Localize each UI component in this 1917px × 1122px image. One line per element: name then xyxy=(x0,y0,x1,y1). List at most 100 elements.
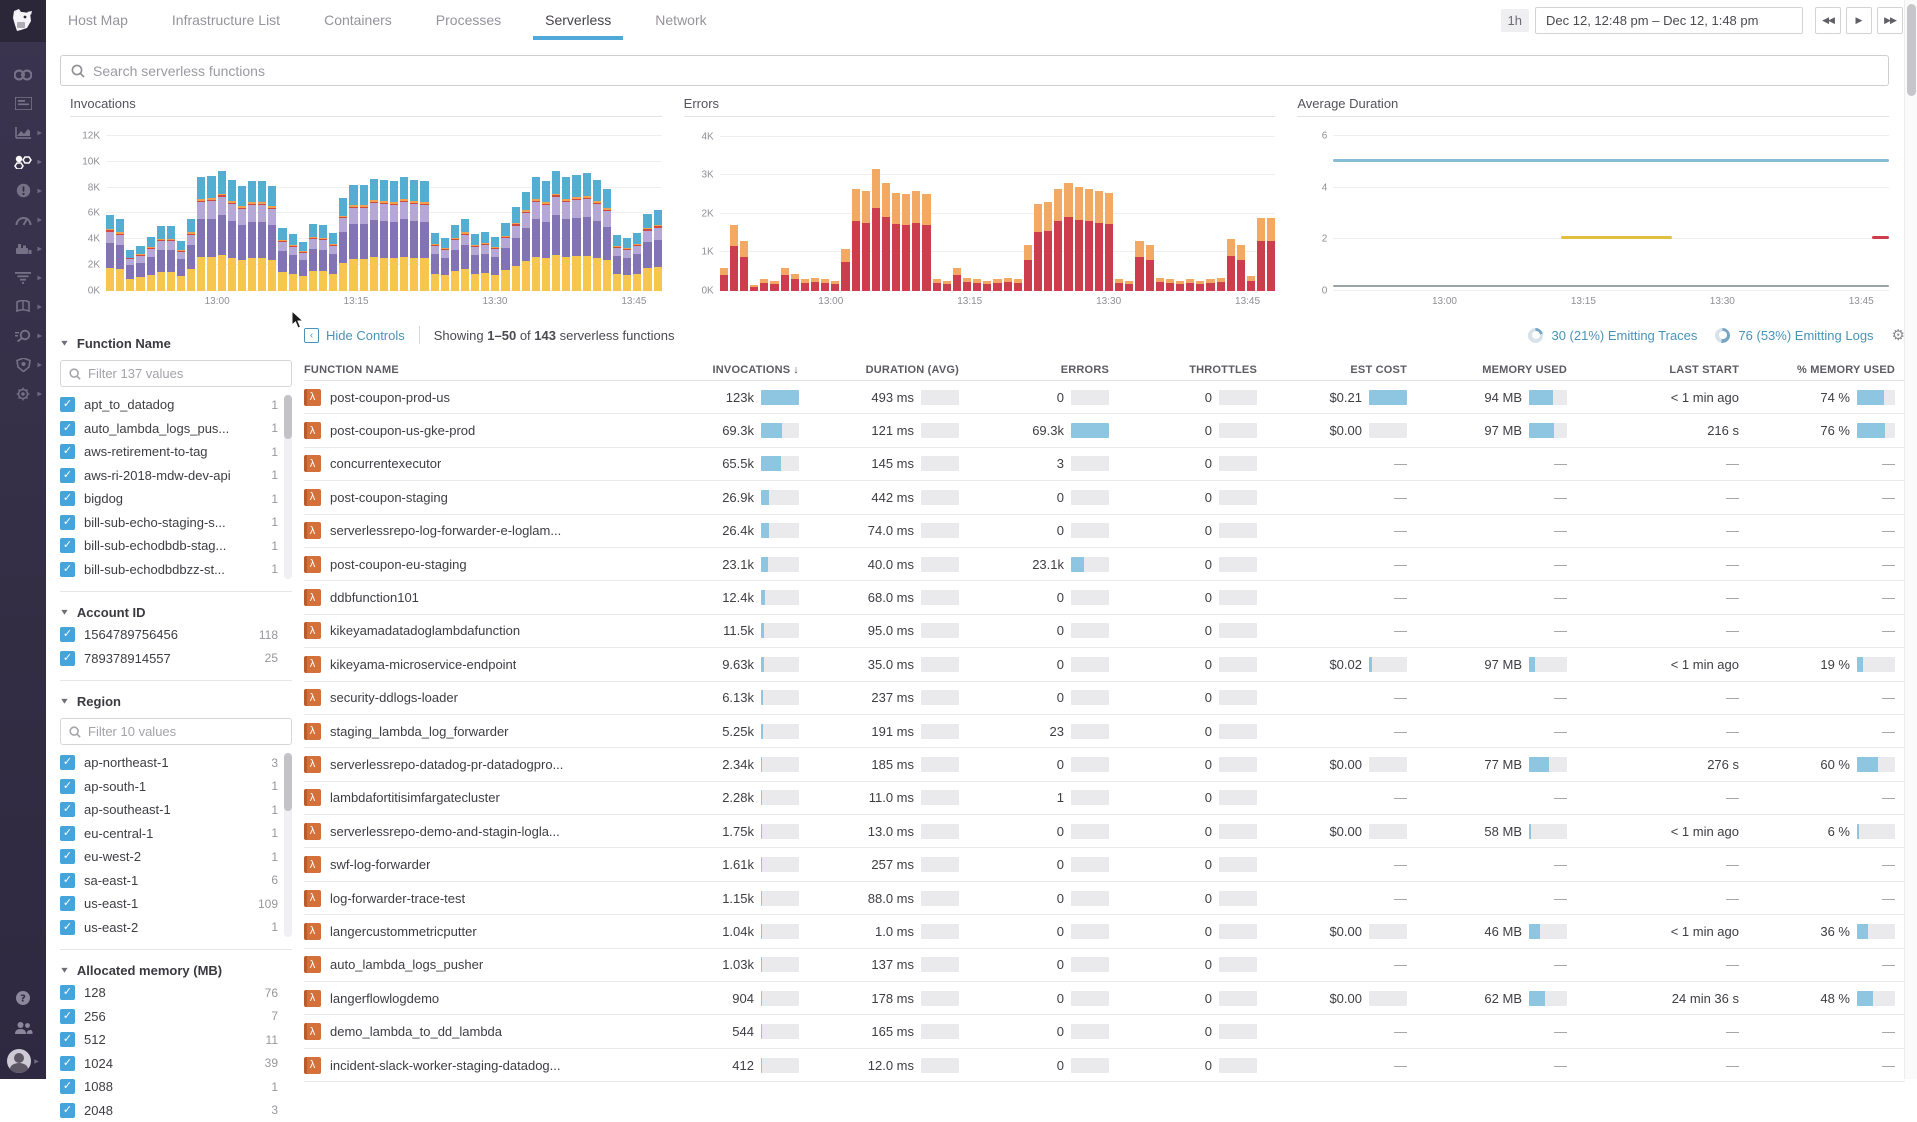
facet-filter[interactable] xyxy=(60,718,292,745)
function-name[interactable]: post-coupon-eu-staging xyxy=(330,557,467,572)
function-name[interactable]: auto_lambda_logs_pusher xyxy=(330,957,483,972)
facet-item-bill-sub-echodbdb-stag-[interactable]: ✓bill-sub-echodbdb-stag...1 xyxy=(60,534,292,558)
datadog-logo[interactable] xyxy=(0,0,46,42)
column-header-last-start[interactable]: LAST START xyxy=(1569,364,1741,376)
time-range-selector[interactable]: Dec 12, 12:48 pm – Dec 12, 1:48 pm xyxy=(1535,7,1803,34)
tab-network[interactable]: Network xyxy=(655,0,706,40)
checkbox-checked[interactable]: ✓ xyxy=(60,896,75,911)
column-header-memory-used[interactable]: MEMORY USED xyxy=(1409,364,1569,376)
column-header--memory-used[interactable]: % MEMORY USED xyxy=(1741,364,1897,376)
checkbox-checked[interactable]: ✓ xyxy=(60,1032,75,1047)
checkbox-checked[interactable]: ✓ xyxy=(60,1009,75,1024)
search-input[interactable] xyxy=(93,63,1878,79)
checkbox-checked[interactable]: ✓ xyxy=(60,920,75,935)
function-name[interactable]: langerflowlogdemo xyxy=(330,991,439,1006)
metrics-icon[interactable]: ▶ xyxy=(0,118,46,147)
checkbox-checked[interactable]: ✓ xyxy=(60,421,75,436)
facet-title[interactable]: ▼Region xyxy=(60,690,292,712)
integrations-icon[interactable]: ▶ xyxy=(0,234,46,263)
facet-filter-input[interactable] xyxy=(88,724,283,739)
time-play-button[interactable]: ▶ xyxy=(1846,7,1872,34)
settings-icon[interactable]: ▶ xyxy=(0,379,46,408)
function-name[interactable]: incident-slack-worker-staging-datadog... xyxy=(330,1058,561,1073)
function-name[interactable]: security-ddlogs-loader xyxy=(330,690,458,705)
monitors-icon[interactable]: ▶ xyxy=(0,176,46,205)
checkbox-checked[interactable]: ✓ xyxy=(60,1103,75,1118)
security-icon[interactable]: ▶ xyxy=(0,350,46,379)
function-name[interactable]: post-coupon-us-gke-prod xyxy=(330,423,475,438)
checkbox-checked[interactable]: ✓ xyxy=(60,468,75,483)
hide-controls-button[interactable]: ‹ Hide Controls xyxy=(304,328,405,343)
facet-title[interactable]: ▼Allocated memory (MB) xyxy=(60,959,292,981)
time-back-button[interactable]: ◀◀ xyxy=(1815,7,1841,34)
checkbox-checked[interactable]: ✓ xyxy=(60,515,75,530)
facet-title[interactable]: ▼Function Name xyxy=(60,332,292,354)
user-avatar[interactable] xyxy=(7,1049,31,1073)
function-name[interactable]: staging_lambda_log_forwarder xyxy=(330,724,509,739)
checkbox-checked[interactable]: ✓ xyxy=(60,985,75,1000)
function-name[interactable]: demo_lambda_to_dd_lambda xyxy=(330,1024,502,1039)
checkbox-checked[interactable]: ✓ xyxy=(60,826,75,841)
function-name[interactable]: serverlessrepo-demo-and-stagin-logla... xyxy=(330,824,560,839)
function-name[interactable]: kikeyama-microservice-endpoint xyxy=(330,657,516,672)
facet-item-bill-sub-echo-staging-s-[interactable]: ✓bill-sub-echo-staging-s...1 xyxy=(60,511,292,535)
function-name[interactable]: concurrentexecutor xyxy=(330,456,441,471)
checkbox-checked[interactable]: ✓ xyxy=(60,755,75,770)
function-name[interactable]: post-coupon-staging xyxy=(330,490,448,505)
column-header-invocations[interactable]: INVOCATIONS↓ xyxy=(651,364,801,376)
facet-item-auto-lambda-logs-pus-[interactable]: ✓auto_lambda_logs_pus...1 xyxy=(60,417,292,441)
help-icon[interactable]: ? xyxy=(15,990,31,1011)
synthetics-icon[interactable]: ▶ xyxy=(0,321,46,350)
function-name[interactable]: kikeyamadatadoglambdafunction xyxy=(330,623,520,638)
function-name[interactable]: log-forwarder-trace-test xyxy=(330,891,465,906)
serverless-search[interactable] xyxy=(60,55,1889,86)
checkbox-checked[interactable]: ✓ xyxy=(60,651,75,666)
checkbox-checked[interactable]: ✓ xyxy=(60,538,75,553)
tab-processes[interactable]: Processes xyxy=(436,0,501,40)
infrastructure-icon[interactable]: ▶ xyxy=(0,147,46,176)
facet-scrollbar[interactable] xyxy=(284,395,292,579)
column-header-duration-avg-[interactable]: DURATION (AVG) xyxy=(801,364,961,376)
tab-serverless[interactable]: Serverless xyxy=(545,0,611,40)
function-name[interactable]: lambdafortitisimfargatecluster xyxy=(330,790,500,805)
facet-scrollbar-thumb[interactable] xyxy=(284,395,292,439)
checkbox-checked[interactable]: ✓ xyxy=(60,779,75,794)
page-scrollbar-thumb[interactable] xyxy=(1907,4,1916,96)
logs-icon[interactable]: ▶ xyxy=(0,263,46,292)
checkbox-checked[interactable]: ✓ xyxy=(60,1056,75,1071)
function-name[interactable]: langercustommetricputter xyxy=(330,924,477,939)
checkbox-checked[interactable]: ✓ xyxy=(60,849,75,864)
tab-host-map[interactable]: Host Map xyxy=(68,0,128,40)
tab-containers[interactable]: Containers xyxy=(324,0,392,40)
column-header-throttles[interactable]: THROTTLES xyxy=(1111,364,1259,376)
facet-title[interactable]: ▼Account ID xyxy=(60,601,292,623)
tab-infrastructure-list[interactable]: Infrastructure List xyxy=(172,0,280,40)
table-settings-gear-icon[interactable]: ⚙ xyxy=(1892,326,1905,344)
facet-scrollbar[interactable] xyxy=(284,753,292,937)
